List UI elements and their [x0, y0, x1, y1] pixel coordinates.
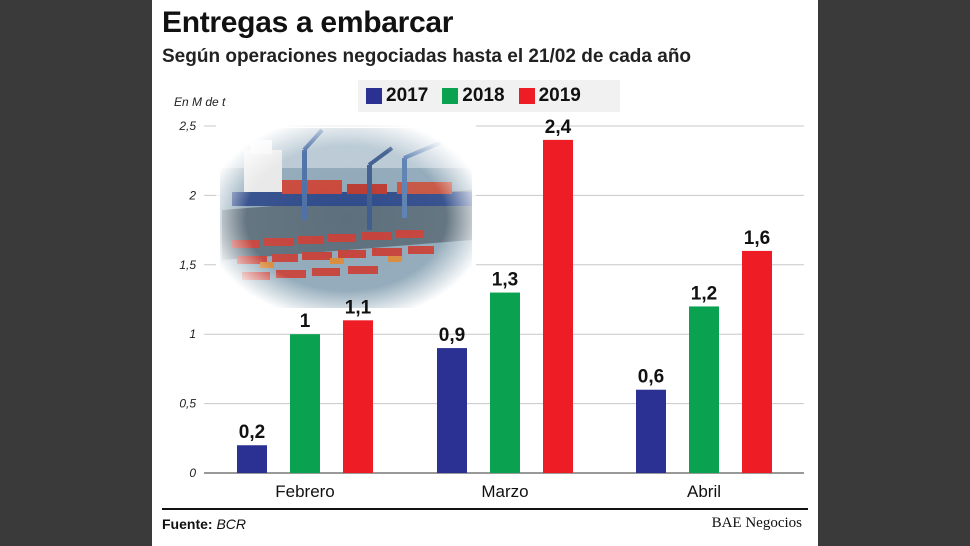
- x-category-label: Abril: [687, 482, 721, 501]
- data-label: 2,4: [545, 117, 572, 138]
- y-tick-label: 0: [189, 466, 196, 480]
- bar-2017-febrero: [237, 445, 267, 473]
- source-label: Fuente:: [162, 516, 213, 532]
- data-label: 0,9: [439, 325, 465, 346]
- chart-panel: Entregas a embarcar Según operaciones ne…: [152, 0, 818, 546]
- bar-2018-abril: [689, 306, 719, 473]
- data-label: 0,6: [638, 367, 664, 388]
- bar-2018-marzo: [490, 292, 520, 473]
- legend-label-2017: 2017: [386, 85, 429, 106]
- y-tick-label: 0,5: [179, 397, 196, 411]
- legend-label-2018: 2018: [462, 85, 505, 106]
- y-axis-ticks: 0 0,5 1 1,5 2 2,5: [178, 119, 196, 480]
- x-axis-categories: Febrero Marzo Abril: [275, 482, 721, 501]
- x-category-label: Febrero: [275, 482, 335, 501]
- data-label: 1,1: [345, 297, 372, 318]
- legend-swatch-2019: [518, 88, 535, 104]
- legend-label-2019: 2019: [538, 85, 581, 106]
- bar-2017-abril: [636, 389, 666, 473]
- legend-swatch-2017: [366, 88, 382, 104]
- source-value: BCR: [216, 516, 247, 532]
- source-note: Fuente: BCR: [162, 516, 246, 532]
- x-category-label: Marzo: [481, 482, 528, 501]
- bars: [237, 139, 772, 473]
- bar-2019-marzo: [543, 139, 573, 473]
- footer-divider: [162, 508, 808, 510]
- brand-credit: BAE Negocios: [711, 515, 802, 531]
- bar-2019-febrero: [343, 320, 373, 473]
- data-labels: 0,2 0,9 0,6 1 1,3 1,2 1,1 2,4 1,6: [239, 117, 770, 443]
- y-tick-label: 1: [189, 327, 196, 341]
- y-tick-label: 2: [188, 188, 196, 202]
- data-label: 1: [300, 311, 311, 332]
- legend-item-2017: 2017: [366, 85, 428, 107]
- data-label: 1,6: [744, 228, 770, 249]
- y-tick-label: 2,5: [178, 119, 196, 133]
- chart-title: Entregas a embarcar: [162, 6, 454, 39]
- bar-2019-abril: [742, 250, 772, 473]
- legend-swatch-2018: [442, 88, 459, 104]
- data-label: 1,2: [691, 283, 717, 304]
- y-tick-label: 1,5: [179, 258, 196, 272]
- bar-2018-febrero: [290, 334, 320, 473]
- data-label: 0,2: [239, 422, 265, 443]
- legend-item-2019: 2019: [518, 85, 581, 107]
- bar-chart: 0 0,5 1 1,5 2 2,5 0,2 0,9 0,6 1 1,3 1,2 1,1 2,4 1,6 F…: [178, 117, 804, 501]
- y-axis-unit-label: En M de t: [174, 95, 226, 109]
- chart-subtitle: Según operaciones negociadas hasta el 21…: [162, 46, 692, 67]
- port-cranes-containers-photo: [216, 124, 476, 312]
- legend-item-2018: 2018: [442, 85, 505, 107]
- bar-2017-marzo: [437, 348, 467, 473]
- data-label: 1,3: [492, 270, 518, 291]
- legend: 2017 2018 2019: [358, 80, 620, 112]
